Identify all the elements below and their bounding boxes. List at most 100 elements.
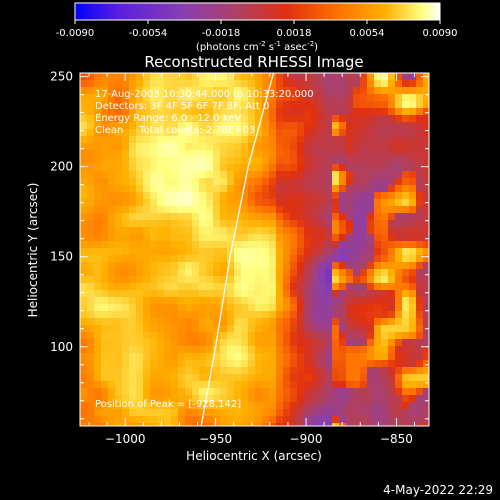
heatmap-cell bbox=[122, 346, 130, 354]
heatmap-cell bbox=[297, 164, 305, 172]
heatmap-cell bbox=[192, 171, 200, 179]
heatmap-cell bbox=[409, 192, 417, 200]
heatmap-cell bbox=[290, 416, 298, 424]
heatmap-cell bbox=[129, 276, 137, 284]
heatmap-cell bbox=[199, 395, 207, 403]
heatmap-cell bbox=[143, 416, 151, 424]
heatmap-cell bbox=[388, 409, 396, 417]
heatmap-cell bbox=[325, 304, 333, 312]
heatmap-cell bbox=[108, 248, 116, 256]
heatmap-cell bbox=[423, 227, 429, 235]
heatmap-cell bbox=[416, 94, 424, 102]
heatmap-cell bbox=[262, 255, 270, 263]
heatmap-cell bbox=[206, 122, 214, 130]
heatmap-cell bbox=[353, 122, 361, 130]
heatmap-cell bbox=[143, 311, 151, 319]
heatmap-cell bbox=[80, 311, 88, 319]
heatmap-cell bbox=[185, 332, 193, 340]
heatmap-cell bbox=[185, 157, 193, 165]
heatmap-cell bbox=[395, 192, 403, 200]
heatmap-cell bbox=[255, 192, 263, 200]
x-tick-label: −950 bbox=[199, 432, 232, 446]
heatmap-cell bbox=[262, 80, 270, 88]
heatmap-cell bbox=[332, 248, 340, 256]
heatmap-cell bbox=[143, 325, 151, 333]
heatmap-cell bbox=[311, 374, 319, 382]
heatmap-cell bbox=[227, 199, 235, 207]
heatmap-cell bbox=[409, 290, 417, 298]
heatmap-cell bbox=[262, 220, 270, 228]
heatmap-cell bbox=[374, 353, 382, 361]
heatmap-cell bbox=[185, 353, 193, 361]
heatmap-cell bbox=[192, 248, 200, 256]
heatmap-cell bbox=[122, 80, 130, 88]
heatmap-cell bbox=[332, 94, 340, 102]
heatmap-cell bbox=[206, 199, 214, 207]
heatmap-cell bbox=[283, 423, 291, 426]
heatmap-cell bbox=[185, 213, 193, 221]
heatmap-cell bbox=[171, 402, 179, 410]
heatmap-cell bbox=[311, 199, 319, 207]
heatmap-cell bbox=[423, 185, 429, 193]
heatmap-cell bbox=[241, 192, 249, 200]
heatmap-cell bbox=[353, 185, 361, 193]
heatmap-cell bbox=[367, 290, 375, 298]
heatmap-cell bbox=[381, 395, 389, 403]
heatmap-cell bbox=[367, 185, 375, 193]
heatmap-cell bbox=[129, 178, 137, 186]
heatmap-cell bbox=[122, 269, 130, 277]
heatmap-cell bbox=[87, 220, 95, 228]
heatmap-cell bbox=[241, 115, 249, 123]
heatmap-cell bbox=[402, 416, 410, 424]
heatmap-cell bbox=[318, 115, 326, 123]
heatmap-cell bbox=[157, 136, 165, 144]
heatmap-cell bbox=[87, 150, 95, 158]
heatmap-cell bbox=[248, 206, 256, 214]
heatmap-cell bbox=[283, 129, 291, 137]
heatmap-cell bbox=[297, 213, 305, 221]
heatmap-cell bbox=[206, 108, 214, 116]
heatmap-cell bbox=[262, 108, 270, 116]
heatmap-cell bbox=[353, 150, 361, 158]
heatmap-cell bbox=[255, 87, 263, 95]
heatmap-cell bbox=[171, 262, 179, 270]
heatmap-cell bbox=[325, 87, 333, 95]
heatmap-cell bbox=[353, 164, 361, 172]
heatmap-cell bbox=[143, 318, 151, 326]
heatmap-cell bbox=[213, 395, 221, 403]
heatmap-cell bbox=[185, 318, 193, 326]
heatmap-cell bbox=[80, 332, 88, 340]
heatmap-cell bbox=[115, 164, 123, 172]
heatmap-cell bbox=[269, 374, 277, 382]
heatmap-cell bbox=[325, 409, 333, 417]
heatmap-cell bbox=[234, 269, 242, 277]
heatmap-cell bbox=[290, 388, 298, 396]
heatmap-cell bbox=[157, 192, 165, 200]
heatmap-cell bbox=[381, 409, 389, 417]
heatmap-cell bbox=[304, 255, 312, 263]
heatmap-cell bbox=[332, 192, 340, 200]
heatmap-cell bbox=[318, 276, 326, 284]
heatmap-cell bbox=[276, 409, 284, 417]
heatmap-cell bbox=[234, 129, 242, 137]
heatmap-cell bbox=[283, 94, 291, 102]
heatmap-cell bbox=[171, 353, 179, 361]
heatmap-cell bbox=[185, 346, 193, 354]
heatmap-cell bbox=[248, 248, 256, 256]
heatmap-cell bbox=[388, 136, 396, 144]
heatmap-cell bbox=[108, 87, 116, 95]
heatmap-cell bbox=[171, 115, 179, 123]
heatmap-cell bbox=[381, 80, 389, 88]
heatmap-cell bbox=[206, 409, 214, 417]
heatmap-cell bbox=[157, 290, 165, 298]
heatmap-cell bbox=[395, 136, 403, 144]
heatmap-cell bbox=[290, 143, 298, 151]
heatmap-cell bbox=[423, 143, 429, 151]
heatmap-cell bbox=[395, 227, 403, 235]
heatmap-cell bbox=[199, 311, 207, 319]
heatmap-cell bbox=[178, 129, 186, 137]
heatmap-cell bbox=[129, 206, 137, 214]
annotation-line: Energy Range: 6.0 - 12.0 keV bbox=[95, 113, 241, 124]
heatmap-cell bbox=[234, 115, 242, 123]
heatmap-cell bbox=[220, 332, 228, 340]
